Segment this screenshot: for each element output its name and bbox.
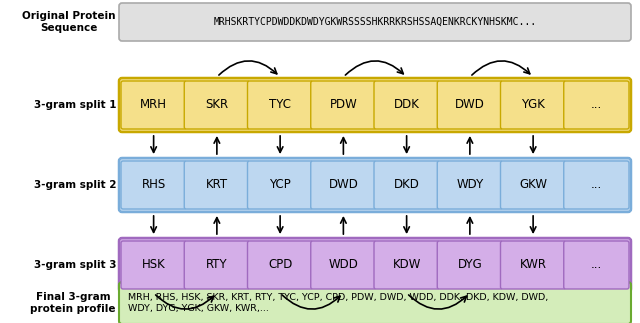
FancyBboxPatch shape	[564, 81, 629, 129]
Text: KDW: KDW	[392, 258, 421, 272]
FancyBboxPatch shape	[500, 81, 566, 129]
Text: DKD: DKD	[394, 179, 420, 192]
Text: HSK: HSK	[141, 258, 166, 272]
Text: WDY: WDY	[456, 179, 483, 192]
FancyBboxPatch shape	[248, 161, 313, 209]
Text: YCP: YCP	[269, 179, 291, 192]
FancyBboxPatch shape	[374, 241, 439, 289]
FancyBboxPatch shape	[311, 241, 376, 289]
Text: DYG: DYG	[458, 258, 483, 272]
Text: MRH: MRH	[140, 99, 167, 111]
Text: KRT: KRT	[206, 179, 228, 192]
FancyBboxPatch shape	[437, 241, 502, 289]
FancyBboxPatch shape	[311, 161, 376, 209]
Text: DDK: DDK	[394, 99, 420, 111]
Text: ...: ...	[591, 99, 602, 111]
FancyBboxPatch shape	[121, 241, 186, 289]
FancyBboxPatch shape	[119, 3, 631, 41]
FancyBboxPatch shape	[437, 161, 502, 209]
FancyBboxPatch shape	[564, 241, 629, 289]
FancyBboxPatch shape	[119, 158, 631, 212]
Text: WDD: WDD	[328, 258, 358, 272]
FancyBboxPatch shape	[437, 81, 502, 129]
FancyBboxPatch shape	[119, 282, 631, 323]
Text: YGK: YGK	[521, 99, 545, 111]
Text: 3-gram split 3: 3-gram split 3	[33, 260, 116, 270]
FancyBboxPatch shape	[184, 81, 250, 129]
Text: ...: ...	[591, 179, 602, 192]
FancyBboxPatch shape	[184, 161, 250, 209]
Text: CPD: CPD	[268, 258, 292, 272]
Text: DWD: DWD	[455, 99, 485, 111]
Text: MRH, RHS, HSK, SKR, KRT, RTY, TYC, YCP, CPD, PDW, DWD, WDD, DDK, DKD, KDW, DWD,
: MRH, RHS, HSK, SKR, KRT, RTY, TYC, YCP, …	[128, 293, 548, 313]
Text: GKW: GKW	[519, 179, 547, 192]
Text: Final 3-gram
protein profile: Final 3-gram protein profile	[31, 292, 116, 314]
Text: KWR: KWR	[520, 258, 547, 272]
Text: Original Protein
Sequence: Original Protein Sequence	[22, 11, 116, 33]
Text: MRHSKRTYCPDWDDKDWDYGKWRSSSSHKRRKRSHSSAQENKRCKYNHSKMC...: MRHSKRTYCPDWDDKDWDYGKWRSSSSHKRRKRSHSSAQE…	[213, 17, 536, 27]
FancyBboxPatch shape	[248, 81, 313, 129]
Text: 3-gram split 1: 3-gram split 1	[33, 100, 116, 110]
FancyBboxPatch shape	[248, 241, 313, 289]
FancyBboxPatch shape	[119, 78, 631, 132]
Text: PDW: PDW	[330, 99, 357, 111]
FancyBboxPatch shape	[500, 241, 566, 289]
FancyBboxPatch shape	[374, 81, 439, 129]
Text: DWD: DWD	[328, 179, 358, 192]
FancyBboxPatch shape	[119, 238, 631, 292]
Text: 3-gram split 2: 3-gram split 2	[33, 180, 116, 190]
FancyBboxPatch shape	[121, 81, 186, 129]
FancyBboxPatch shape	[121, 161, 186, 209]
FancyBboxPatch shape	[564, 161, 629, 209]
FancyBboxPatch shape	[500, 161, 566, 209]
FancyBboxPatch shape	[311, 81, 376, 129]
Text: TYC: TYC	[269, 99, 291, 111]
FancyBboxPatch shape	[374, 161, 439, 209]
Text: RTY: RTY	[206, 258, 228, 272]
FancyBboxPatch shape	[184, 241, 250, 289]
Text: SKR: SKR	[205, 99, 228, 111]
Text: ...: ...	[591, 258, 602, 272]
Text: RHS: RHS	[141, 179, 166, 192]
